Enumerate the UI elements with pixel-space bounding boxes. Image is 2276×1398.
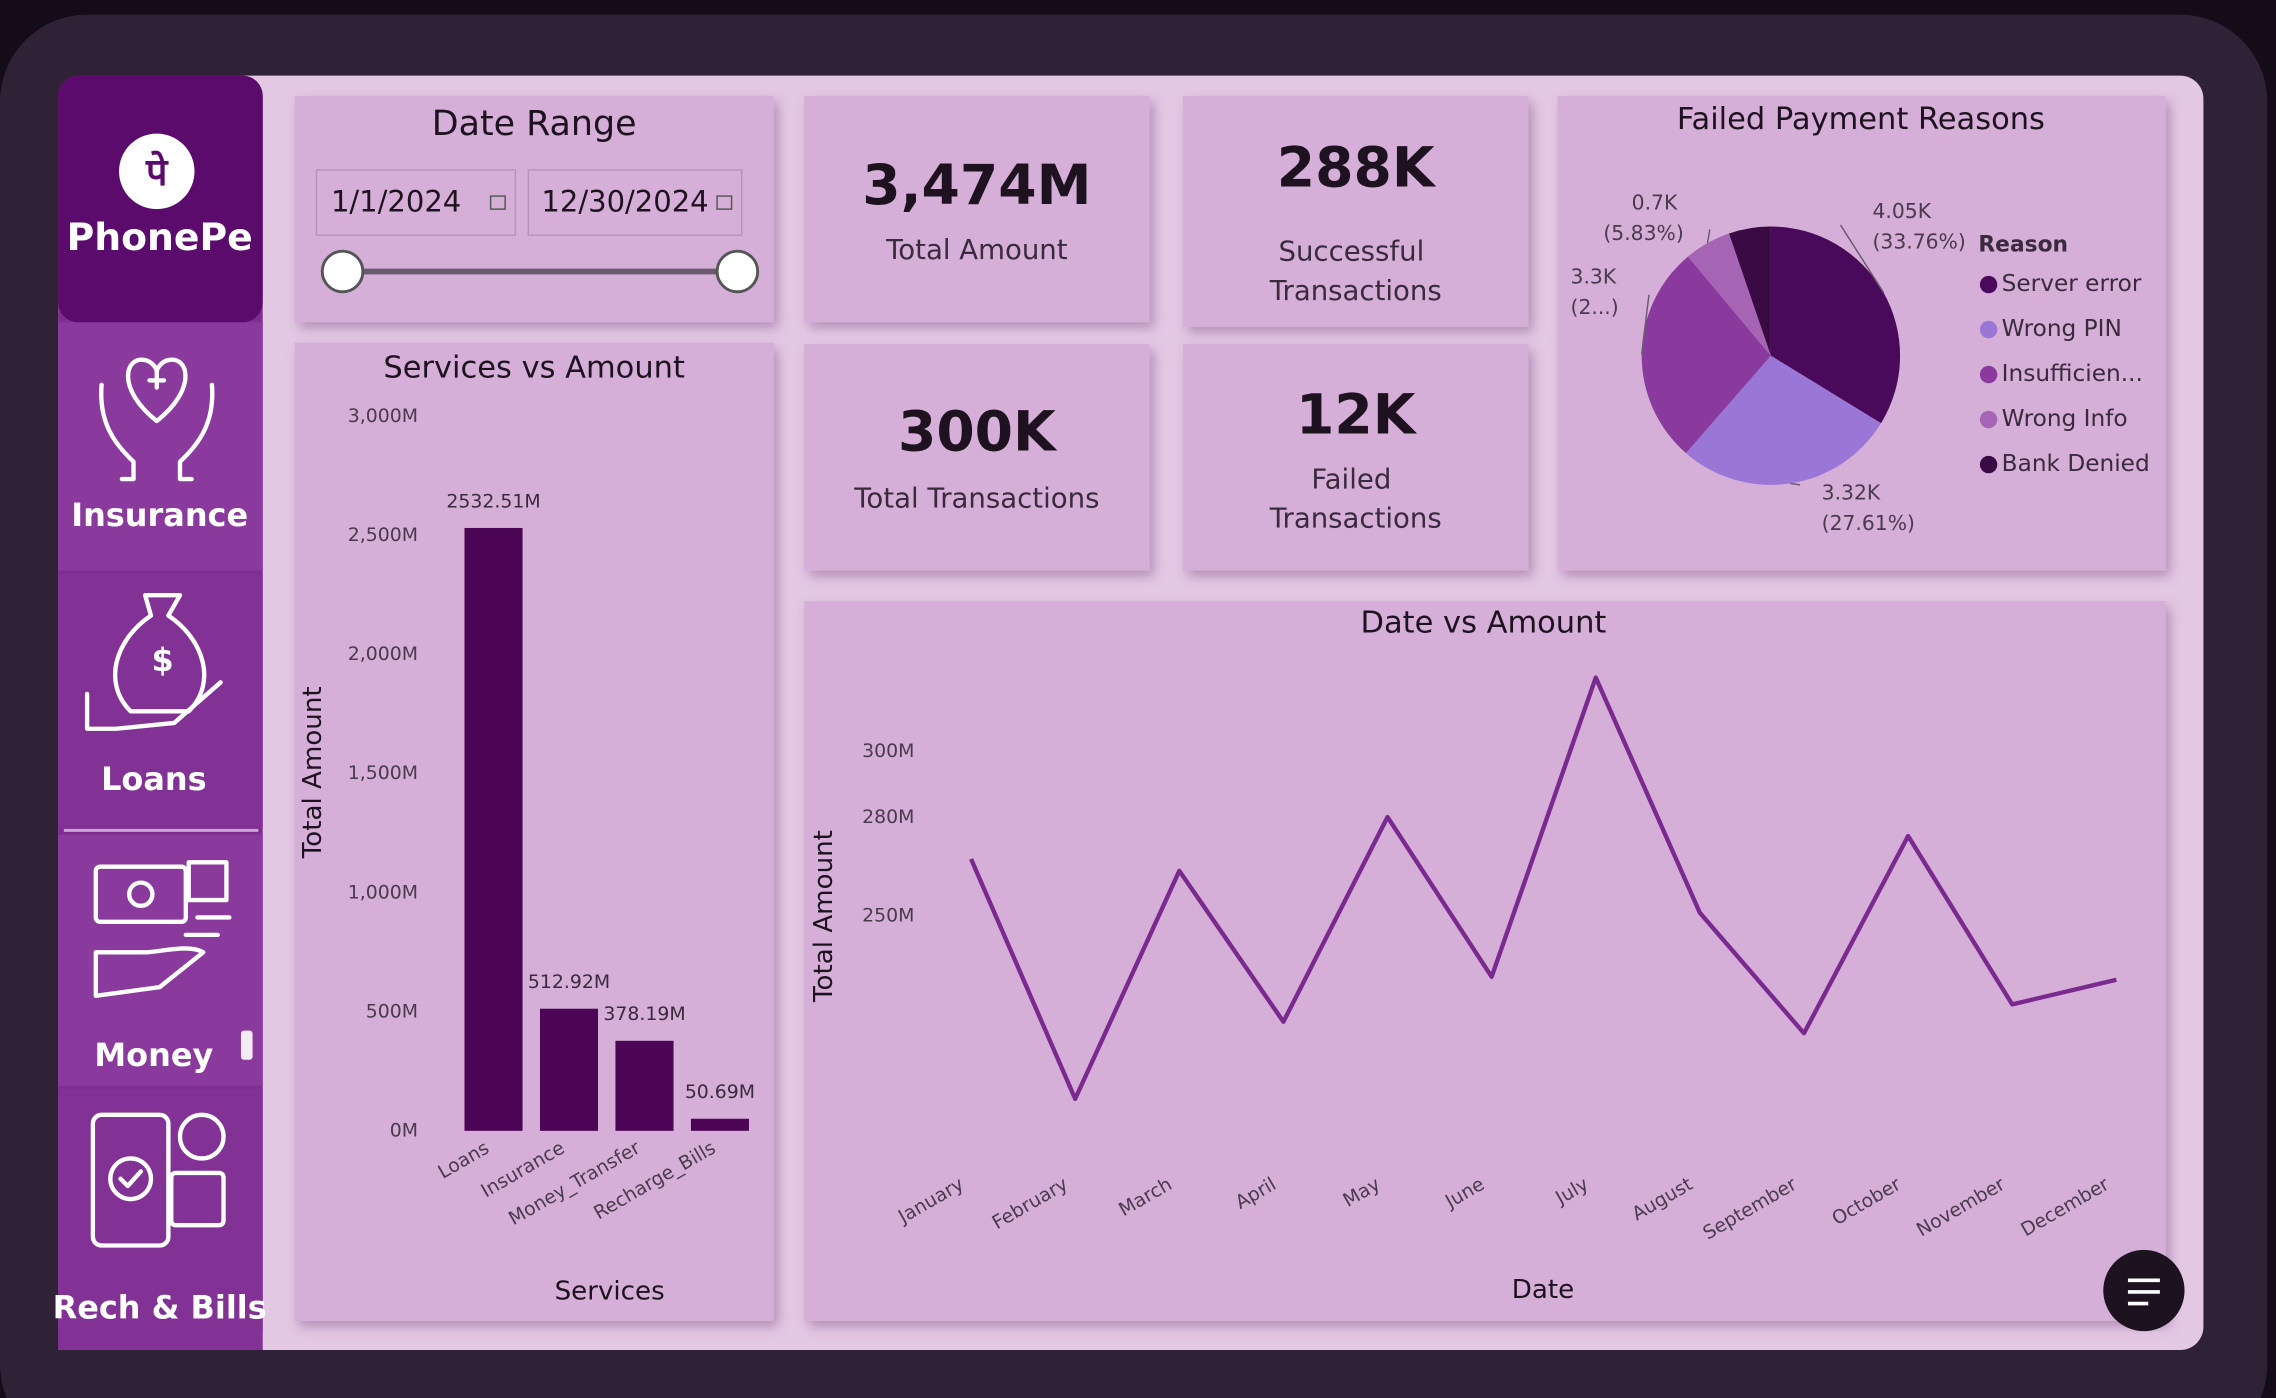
line <box>969 675 2117 1102</box>
kpi-card <box>804 95 1150 323</box>
calendar-icon[interactable] <box>716 195 733 210</box>
nav-label[interactable]: Money <box>94 1036 213 1074</box>
leader-line <box>1839 224 1885 293</box>
y-tick-label: 2,000M <box>348 643 418 665</box>
loans-icon <box>84 593 223 731</box>
value-label: 3.3K (2...) <box>1571 264 1623 318</box>
value-label: 3.32K (27.61%) <box>1822 481 1915 535</box>
y-tick-label: 250M <box>862 904 914 926</box>
legend-label: Server error <box>2002 270 2142 297</box>
value-label: 2532.51M <box>446 490 540 512</box>
bar <box>464 527 523 1131</box>
end-date[interactable]: 12/30/2024 <box>541 184 708 218</box>
logo-circle <box>119 133 195 210</box>
legend-label: Wrong Info <box>2002 405 2128 432</box>
pie-slice <box>1729 226 1771 356</box>
value-label: 4.05K (33.76%) <box>1872 199 1965 253</box>
y-tick-label: 0M <box>390 1119 418 1141</box>
leader-line <box>1790 482 1801 486</box>
dollar-sign: $ <box>151 641 173 679</box>
kpi-value: 288K <box>1277 137 1437 201</box>
legend-marker <box>1979 455 1998 474</box>
leader-line <box>1706 229 1711 244</box>
value-label: 50.69M <box>685 1081 755 1103</box>
kpi-value: 300K <box>898 401 1058 465</box>
y-tick-label: 1,500M <box>348 762 418 784</box>
legend-title: Reason <box>1978 232 2068 257</box>
settings-icon <box>2127 1278 2160 1306</box>
leader-line <box>1640 294 1650 355</box>
y-axis-title: Total Amount <box>809 830 839 1003</box>
value-label: 378.19M <box>603 1003 685 1025</box>
legend-marker <box>1979 275 1998 294</box>
value-label: 512.92M <box>528 971 610 993</box>
chart-title: Date vs Amount <box>1361 606 1607 641</box>
brand: PhonePe <box>67 215 253 259</box>
chart-title: Services vs Amount <box>383 350 685 385</box>
money-icon <box>93 860 232 999</box>
date-panel <box>294 95 774 323</box>
value-label: 0.7K (5.83%) <box>1603 190 1683 244</box>
kpi-value: 3,474M <box>862 154 1091 218</box>
nav-money[interactable] <box>58 834 263 1086</box>
legend-label: Insufficien... <box>2002 360 2143 387</box>
insurance-icon <box>99 357 215 482</box>
bar <box>690 1118 749 1131</box>
bar-panel <box>294 342 774 1321</box>
bar <box>539 1008 599 1131</box>
y-tick-label: 2,500M <box>348 524 418 546</box>
pie-slice <box>1770 226 1901 424</box>
calendar-icon[interactable] <box>489 195 506 210</box>
legend-marker <box>1979 320 1998 339</box>
slider-handle[interactable] <box>715 249 760 294</box>
kpi-card <box>804 344 1150 571</box>
pie-slice <box>1685 355 1882 485</box>
bar <box>615 1040 674 1131</box>
x-axis-title: Services <box>555 1276 665 1306</box>
kpi-label: Total Transactions <box>853 481 1099 514</box>
slider-handle[interactable] <box>320 249 365 294</box>
nav-loans[interactable] <box>58 573 263 828</box>
nav-label[interactable]: Rech & Bills <box>53 1288 267 1326</box>
legend-marker <box>1979 410 1998 429</box>
legend-label: Bank Denied <box>2002 450 2150 477</box>
y-tick-label: 280M <box>862 806 914 828</box>
date-input[interactable] <box>527 169 743 236</box>
kpi-label: Total Amount <box>885 233 1068 266</box>
kpi-card <box>1182 95 1529 327</box>
x-axis-title: Date <box>1512 1275 1574 1305</box>
date-title: Date Range <box>432 104 637 144</box>
y-tick-label: 500M <box>366 1000 418 1022</box>
kpi-label: Failed Transactions <box>1269 463 1442 535</box>
pie-slice <box>1641 256 1771 454</box>
y-tick-label: 300M <box>862 740 914 762</box>
start-date[interactable]: 1/1/2024 <box>331 184 461 218</box>
date-input[interactable] <box>315 169 517 236</box>
y-tick-label: 3,000M <box>348 405 418 427</box>
nav-label[interactable]: Insurance <box>71 496 248 534</box>
kpi-card <box>1182 344 1529 571</box>
chart-title: Failed Payment Reasons <box>1677 102 2045 137</box>
line-panel <box>804 601 2166 1321</box>
pie-slice <box>1688 233 1771 356</box>
logo-glyph: पे <box>145 150 169 194</box>
y-tick-label: 1,000M <box>348 881 418 903</box>
kpi-value: 12K <box>1296 383 1418 447</box>
y-axis-title: Total Amount <box>298 686 328 859</box>
nav-label[interactable]: Loans <box>101 760 207 798</box>
kpi-label: Successful Transactions <box>1269 235 1442 307</box>
legend-label: Wrong PIN <box>2002 315 2122 342</box>
legend-marker <box>1979 365 1998 384</box>
scrollbar <box>240 1030 253 1060</box>
bills-icon <box>90 1112 226 1248</box>
